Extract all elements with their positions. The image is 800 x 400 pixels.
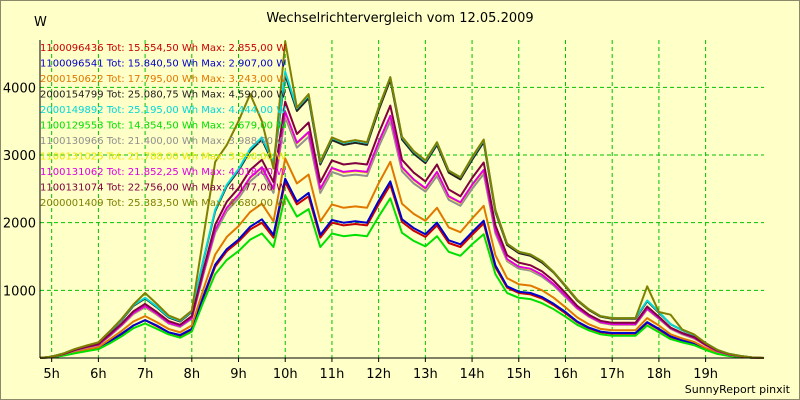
series-line-2000150622 bbox=[39, 157, 765, 359]
grid-lines bbox=[40, 40, 764, 358]
legend-entry: 1100131025 Tot: 21.788,00 Wh Max: 3.990,… bbox=[40, 152, 286, 163]
legend-entry: 1100096541 Tot: 15.840,50 Wh Max: 2.907,… bbox=[40, 59, 286, 70]
legend-entry: 1100096436 Tot: 15.554,50 Wh Max: 2.855,… bbox=[40, 43, 286, 54]
legend-entry: 1100129553 Tot: 14.354,50 Wh Max: 2.679,… bbox=[40, 121, 286, 132]
series-line-1100096541 bbox=[39, 177, 765, 359]
credit-text: SunnyReport pinxit bbox=[684, 383, 790, 396]
legend-entry: 2000150622 Tot: 17.795,00 Wh Max: 3.243,… bbox=[40, 74, 286, 85]
series-line-1100131074 bbox=[39, 100, 765, 359]
y-tick-label: 3000 bbox=[3, 149, 36, 164]
x-tick-label: 11h bbox=[320, 367, 345, 382]
x-tick-labels: 5h 6h 7h 8h 9h 10h 11h 12h 13h 14h 15h 16h 17h 18h 19h bbox=[43, 358, 718, 382]
legend: 1100096436 Tot: 15.554,50 Wh Max: 2.855,… bbox=[40, 43, 286, 209]
x-tick-label: 16h bbox=[553, 367, 578, 382]
x-tick-label: 17h bbox=[600, 367, 625, 382]
x-tick-label: 13h bbox=[413, 367, 438, 382]
axes bbox=[39, 40, 764, 359]
legend-entry: 1100130966 Tot: 21.400,00 Wh Max: 3.988,… bbox=[40, 136, 286, 147]
chart-title: Wechselrichtervergleich vom 12.05.2009 bbox=[266, 11, 534, 26]
y-tick-label: 2000 bbox=[3, 217, 36, 232]
y-tick-labels: 1000 2000 3000 4000 bbox=[3, 81, 36, 299]
y-tick-label: 1000 bbox=[3, 284, 36, 299]
series-line-1100131062 bbox=[39, 110, 765, 359]
x-tick-label: 6h bbox=[90, 367, 107, 382]
x-tick-label: 15h bbox=[506, 367, 531, 382]
x-tick-label: 8h bbox=[184, 367, 201, 382]
legend-entry: 2000154799 Tot: 25.080,75 Wh Max: 4.590,… bbox=[40, 90, 286, 101]
x-tick-label: 12h bbox=[366, 367, 391, 382]
y-tick-label: 4000 bbox=[3, 81, 36, 96]
series-line-1100129553 bbox=[39, 194, 765, 359]
series-line-2000001409 bbox=[39, 40, 765, 359]
x-tick-label: 9h bbox=[230, 367, 247, 382]
series-lines bbox=[39, 40, 765, 359]
x-tick-label: 7h bbox=[137, 367, 154, 382]
x-tick-label: 18h bbox=[647, 367, 672, 382]
x-tick-label: 5h bbox=[43, 367, 60, 382]
legend-entry: 1100131074 Tot: 22.756,00 Wh Max: 4.177,… bbox=[40, 183, 286, 194]
x-tick-label: 19h bbox=[693, 367, 718, 382]
x-tick-label: 10h bbox=[273, 367, 298, 382]
legend-entry: 2000001409 Tot: 25.383,50 Wh Max: 4.680,… bbox=[40, 198, 286, 209]
legend-entry: 1100131062 Tot: 21.852,25 Wh Max: 4.018,… bbox=[40, 167, 286, 178]
y-unit-label: W bbox=[34, 15, 47, 30]
x-tick-label: 14h bbox=[460, 367, 485, 382]
legend-entry: 2000149892 Tot: 25.195,00 Wh Max: 4.444,… bbox=[40, 105, 286, 116]
